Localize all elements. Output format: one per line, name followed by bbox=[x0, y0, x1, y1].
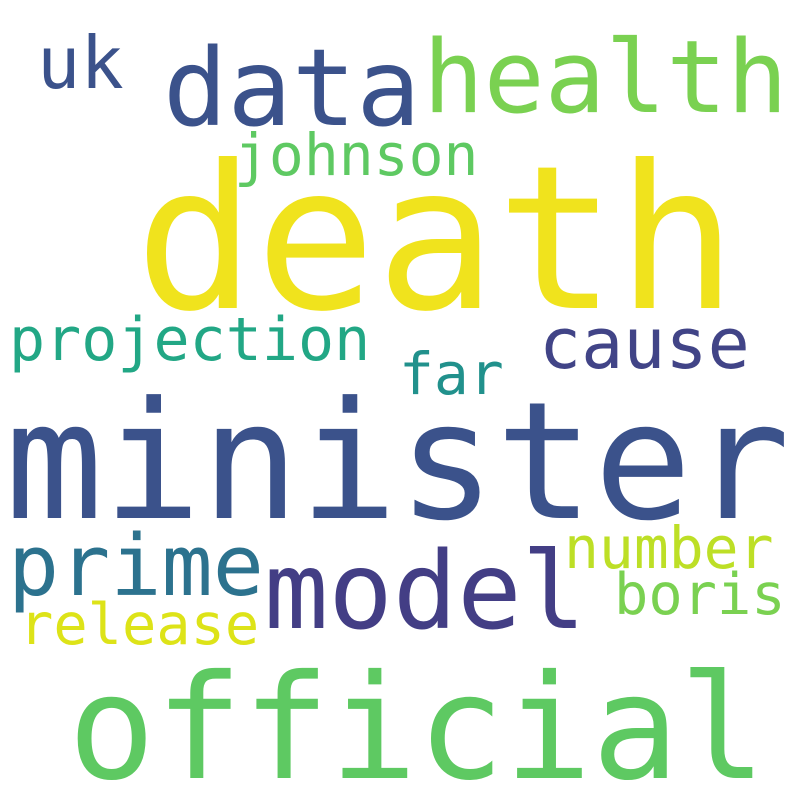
word: prime bbox=[8, 517, 264, 616]
word: far bbox=[399, 340, 504, 408]
word: health bbox=[423, 18, 788, 136]
word: minister bbox=[5, 368, 790, 557]
word: official bbox=[68, 644, 766, 800]
word: johnson bbox=[234, 121, 478, 189]
word: projection bbox=[9, 305, 370, 375]
word: uk bbox=[37, 21, 124, 105]
word: number bbox=[564, 514, 774, 582]
word: cause bbox=[539, 303, 750, 385]
word: data bbox=[163, 27, 421, 151]
word: death bbox=[135, 123, 737, 356]
word: release bbox=[19, 592, 259, 658]
word: model bbox=[264, 530, 586, 654]
word: boris bbox=[614, 562, 786, 628]
